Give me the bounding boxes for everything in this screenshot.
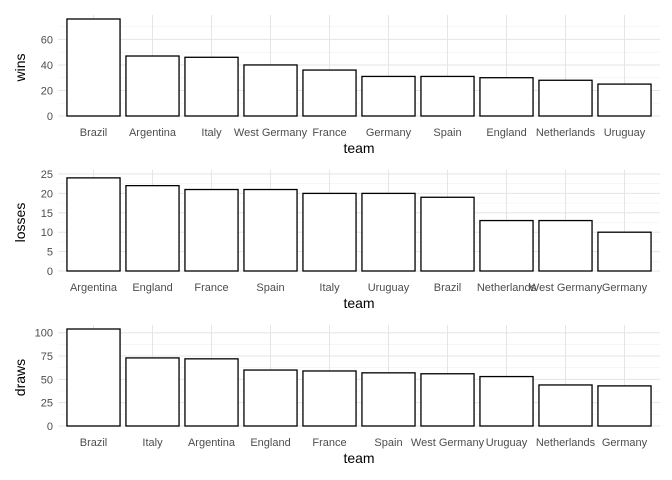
bar-argentina — [125, 55, 180, 117]
x-tick-label: Italy — [319, 282, 340, 294]
x-tick-label: Italy — [142, 437, 163, 449]
bar-spain — [243, 188, 298, 272]
bar-england — [479, 77, 534, 117]
bar-germany — [361, 75, 416, 117]
bar-netherlands — [538, 79, 593, 117]
x-tick-label: Uruguay — [604, 127, 646, 139]
bar-brazil — [420, 196, 475, 272]
y-tick-label: 25 — [41, 398, 53, 410]
chart-panel-wins: 0 20 40 60 Brazil Argentina Italy West Germany F… — [12, 15, 660, 156]
x-tick-label: Brazil — [80, 127, 108, 139]
bar-netherlands — [479, 219, 534, 272]
bar-spain — [361, 372, 416, 427]
y-tick-label: 100 — [35, 328, 53, 340]
bar-uruguay — [361, 192, 416, 272]
x-tick-label: Argentina — [70, 282, 118, 294]
x-tick-label: Argentina — [188, 437, 236, 449]
bar-italy — [184, 56, 239, 117]
bar-germany — [597, 231, 652, 272]
x-tick-label: Italy — [201, 127, 222, 139]
x-axis-title: team — [343, 295, 374, 311]
bar-west-germany — [243, 64, 298, 117]
x-tick-label: Spain — [433, 127, 461, 139]
bar-netherlands — [538, 384, 593, 427]
bar-brazil — [66, 328, 121, 427]
x-tick-label: England — [486, 127, 526, 139]
bar-argentina — [184, 358, 239, 427]
y-axis-title: losses — [12, 203, 28, 243]
y-tick-label: 20 — [41, 188, 53, 200]
y-axis-title: wins — [12, 53, 28, 82]
y-tick-label: 5 — [47, 247, 53, 259]
bar-france — [184, 188, 239, 272]
y-axis-title: draws — [12, 359, 28, 396]
y-tick-label: 75 — [41, 351, 53, 363]
bar-italy — [125, 357, 180, 427]
bar-uruguay — [479, 375, 534, 427]
bar-france — [302, 69, 357, 117]
y-tick-label: 15 — [41, 208, 53, 220]
x-tick-label: Germany — [602, 437, 648, 449]
bar-france — [302, 370, 357, 427]
x-tick-label: West Germany — [411, 437, 485, 449]
y-tick-label: 20 — [41, 85, 53, 97]
x-tick-label: Brazil — [80, 437, 108, 449]
x-tick-label: Spain — [374, 437, 402, 449]
x-tick-label: Netherlands — [536, 437, 596, 449]
bar-brazil — [66, 18, 121, 117]
chart-panel-losses: 0 5 10 15 20 25 Argentina England France Spain Ita… — [12, 169, 660, 311]
y-tick-label: 0 — [47, 111, 53, 123]
bar-argentina — [66, 177, 121, 272]
x-tick-label: England — [132, 282, 172, 294]
bar-uruguay — [597, 83, 652, 117]
chart-panel-draws: 0 25 50 75 100 Brazil Italy Argentina England Fra… — [12, 325, 660, 466]
x-tick-label: Netherlands — [536, 127, 596, 139]
x-tick-label: Germany — [602, 282, 648, 294]
bar-germany — [597, 385, 652, 427]
x-tick-label: West Germany — [234, 127, 308, 139]
bar-england — [125, 184, 180, 272]
y-tick-label: 50 — [41, 374, 53, 386]
bar-west-germany — [538, 219, 593, 272]
x-tick-label: Uruguay — [368, 282, 410, 294]
y-tick-label: 10 — [41, 227, 53, 239]
y-tick-label: 0 — [47, 266, 53, 278]
x-tick-label: Uruguay — [486, 437, 528, 449]
x-tick-label: Germany — [366, 127, 412, 139]
bar-england — [243, 369, 298, 427]
y-tick-label: 0 — [47, 421, 53, 433]
bar-west-germany — [420, 373, 475, 427]
x-axis-title: team — [343, 140, 374, 156]
x-tick-label: Netherlands — [477, 282, 537, 294]
bar-italy — [302, 192, 357, 272]
x-tick-label: France — [312, 437, 346, 449]
x-tick-label: France — [312, 127, 346, 139]
x-tick-label: Brazil — [434, 282, 462, 294]
bar-spain — [420, 75, 475, 117]
y-tick-label: 40 — [41, 60, 53, 72]
y-tick-label: 25 — [41, 169, 53, 181]
x-axis-title: team — [343, 450, 374, 466]
x-tick-label: Argentina — [129, 127, 177, 139]
x-tick-label: West Germany — [529, 282, 603, 294]
y-tick-label: 60 — [41, 34, 53, 46]
x-tick-label: Spain — [256, 282, 284, 294]
x-tick-label: England — [250, 437, 290, 449]
x-tick-label: France — [194, 282, 228, 294]
